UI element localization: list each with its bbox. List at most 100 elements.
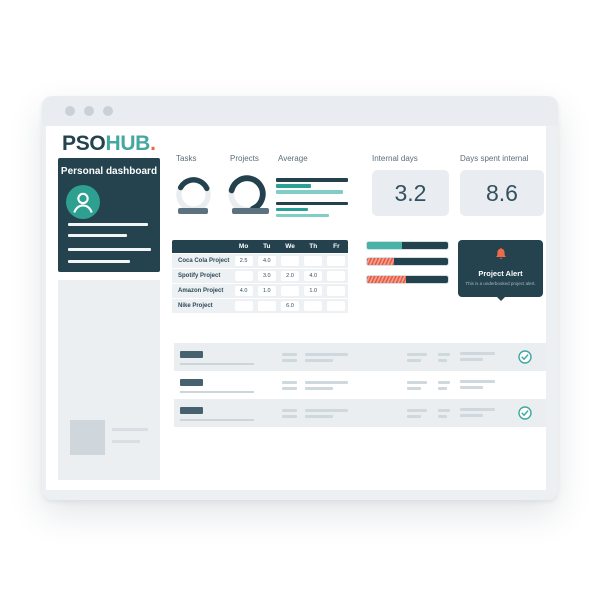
text-placeholder-line xyxy=(282,359,297,362)
timesheet-cell xyxy=(302,256,325,266)
text-placeholder-line xyxy=(407,415,421,418)
text-placeholder-line xyxy=(407,409,427,412)
timesheet-project-name: Amazon Project xyxy=(178,288,224,294)
tasks-caption-placeholder xyxy=(178,208,208,214)
check-circle-icon[interactable] xyxy=(518,406,532,420)
timesheet-hours-input[interactable] xyxy=(304,256,323,266)
sidebar-title: Personal dashboard xyxy=(60,166,158,177)
text-placeholder-line xyxy=(438,415,447,418)
text-placeholder-line xyxy=(438,353,450,356)
average-bar xyxy=(276,201,348,205)
window-frame-bottom xyxy=(42,490,546,500)
sidebar-menu-item-placeholder xyxy=(68,223,148,226)
average-bar xyxy=(276,213,329,217)
bell-icon xyxy=(495,247,506,259)
sidebar-menu-item-placeholder xyxy=(68,234,127,237)
text-placeholder-line xyxy=(407,387,421,390)
timesheet-hours-input[interactable] xyxy=(281,286,299,296)
task-list-row[interactable] xyxy=(174,371,546,399)
timesheet-cell: 2.5 xyxy=(232,256,255,266)
average-bars xyxy=(276,178,348,220)
logo-text-pso: PSO xyxy=(62,132,106,155)
task-list-row[interactable] xyxy=(174,343,546,371)
timesheet-hours-input[interactable] xyxy=(327,256,346,266)
window-control-dot[interactable] xyxy=(65,106,75,116)
timesheet-cell xyxy=(325,286,348,296)
text-placeholder-line xyxy=(438,387,447,390)
project-alert-card[interactable]: Project Alert This is a underbooked proj… xyxy=(458,240,543,301)
timesheet-col-We: We xyxy=(285,243,295,250)
average-label: Average xyxy=(278,154,308,163)
timesheet-hours-input[interactable]: 1.0 xyxy=(257,286,276,296)
average-bar xyxy=(276,184,311,188)
app-window: PSOHUB. Personal dashboard Tasks Project… xyxy=(42,96,558,500)
timesheet-hours-input[interactable] xyxy=(257,301,276,311)
task-list-row[interactable] xyxy=(174,399,546,427)
task-name-placeholder xyxy=(180,419,254,421)
timesheet-hours-input[interactable]: 2.0 xyxy=(281,271,299,281)
timesheet-cell: 6.0 xyxy=(278,301,301,311)
timesheet-hours-input[interactable] xyxy=(304,301,323,311)
timesheet-hours-input[interactable] xyxy=(281,256,299,266)
timesheet-cell: 1.0 xyxy=(255,286,278,296)
text-placeholder-line xyxy=(282,387,297,390)
task-list xyxy=(174,343,546,427)
timesheet-row: Amazon Project 4.0 1.0 1.0 xyxy=(172,284,348,298)
timesheet-hours-input[interactable] xyxy=(327,286,346,296)
text-placeholder-line xyxy=(460,352,495,355)
capacity-bar xyxy=(367,242,448,249)
psohub-logo: PSOHUB. xyxy=(62,132,156,156)
days-spent-internal-card: 8.6 xyxy=(460,170,544,216)
text-placeholder-line xyxy=(305,353,348,356)
timesheet-hours-input[interactable]: 4.0 xyxy=(304,271,323,281)
capacity-bar-fill xyxy=(367,242,402,249)
text-placeholder-line xyxy=(460,408,495,411)
timesheet-row: Spotify Project 3.0 2.0 4.0 xyxy=(172,269,348,283)
window-frame-left xyxy=(42,126,46,490)
timesheet-cell xyxy=(278,256,301,266)
text-placeholder-line xyxy=(460,386,483,389)
timesheet-hours-input[interactable] xyxy=(327,271,346,281)
text-placeholder-line xyxy=(305,409,348,412)
timesheet-hours-input[interactable]: 3.0 xyxy=(257,271,276,281)
window-frame-right xyxy=(546,126,558,500)
timesheet-cell xyxy=(302,301,325,311)
capacity-bar xyxy=(367,276,448,283)
internal-days-label: Internal days xyxy=(372,154,418,163)
timesheet-hours-input[interactable]: 4.0 xyxy=(257,256,276,266)
text-placeholder-line xyxy=(438,381,450,384)
alert-subtitle: This is a underbooked project alert. xyxy=(465,281,536,286)
timesheet-cell: 2.0 xyxy=(278,271,301,281)
timesheet-cell xyxy=(255,301,278,311)
check-circle-icon[interactable] xyxy=(518,350,532,364)
timesheet-hours-input[interactable]: 2.5 xyxy=(234,256,253,266)
timesheet-cell xyxy=(325,301,348,311)
text-placeholder-line xyxy=(112,428,148,431)
timesheet-hours-input[interactable] xyxy=(234,271,253,281)
text-placeholder-line xyxy=(305,381,348,384)
text-placeholder-line xyxy=(460,358,483,361)
alert-title: Project Alert xyxy=(478,269,523,278)
window-titlebar xyxy=(42,96,558,126)
timesheet-cell: 4.0 xyxy=(302,271,325,281)
text-placeholder-line xyxy=(282,415,297,418)
window-control-dot[interactable] xyxy=(84,106,94,116)
text-placeholder-line xyxy=(305,387,333,390)
timesheet-hours-input[interactable]: 4.0 xyxy=(234,286,253,296)
projects-caption-placeholder xyxy=(232,208,269,214)
timesheet-col-Th: Th xyxy=(309,243,318,250)
timesheet-project-name: Nike Project xyxy=(178,303,213,309)
timesheet-cell xyxy=(232,271,255,281)
timesheet-cell: 4.0 xyxy=(232,286,255,296)
text-placeholder-line xyxy=(282,409,297,412)
timesheet-hours-input[interactable] xyxy=(327,301,346,311)
timesheet-hours-input[interactable]: 6.0 xyxy=(281,301,299,311)
window-control-dot[interactable] xyxy=(103,106,113,116)
timesheet-hours-input[interactable] xyxy=(234,301,253,311)
sidebar-personal-dashboard-card[interactable]: Personal dashboard xyxy=(58,158,160,272)
timesheet-hours-input[interactable]: 1.0 xyxy=(304,286,323,296)
avatar xyxy=(66,185,100,219)
timesheet-cell xyxy=(325,256,348,266)
person-icon xyxy=(73,192,93,213)
